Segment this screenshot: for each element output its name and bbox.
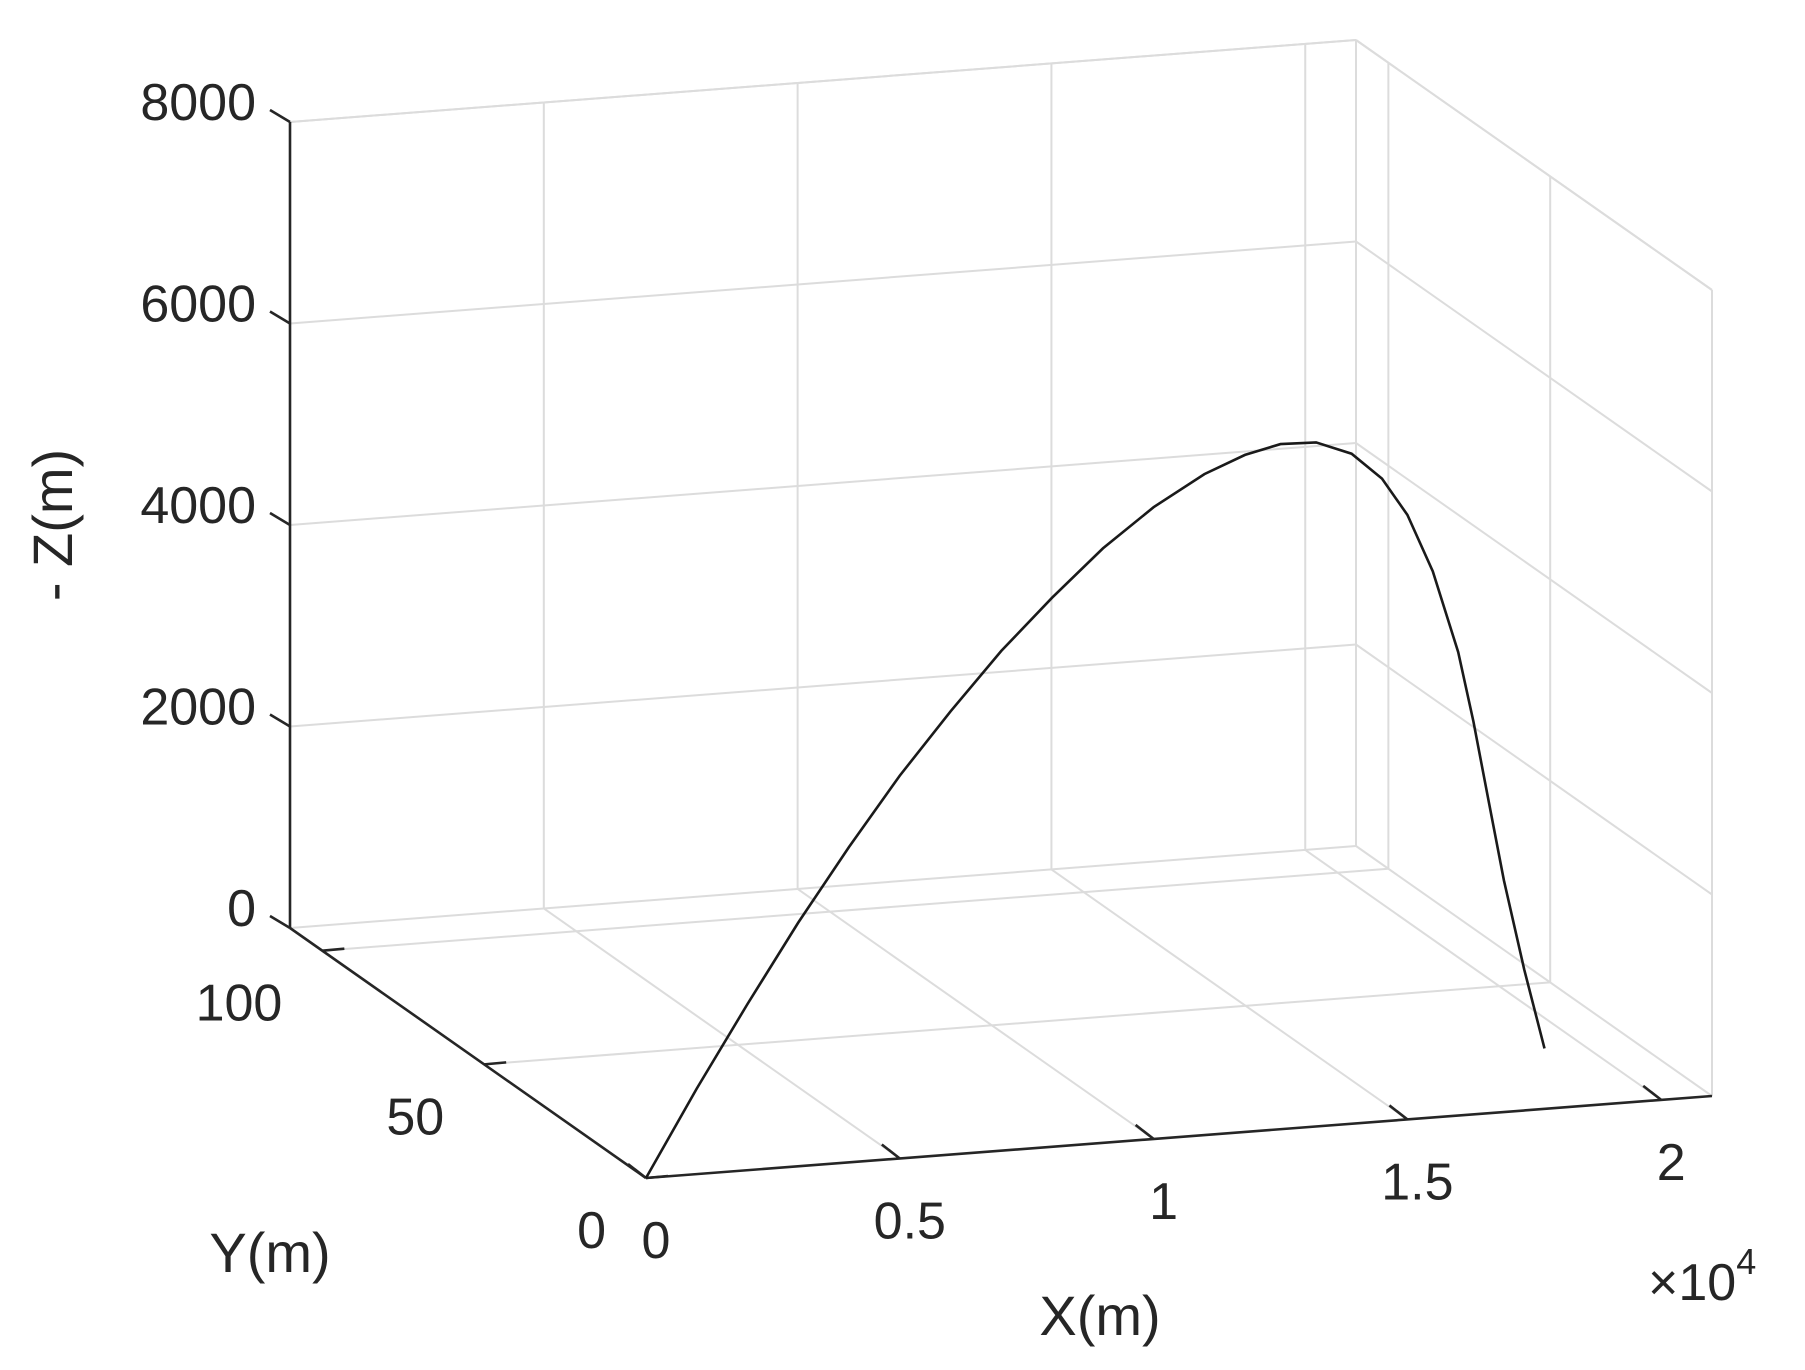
x-tick-label: 1.5 — [1381, 1153, 1453, 1211]
side-grid-z — [1355, 845, 1713, 1097]
back-grid-z — [289, 643, 1357, 728]
z-tick-mark — [269, 511, 291, 527]
grid-lines — [289, 39, 1713, 1179]
floor-grid-x — [543, 907, 901, 1160]
trajectory-line — [644, 441, 1546, 1179]
floor-grid-x — [797, 888, 1155, 1140]
x-tick-label: 0 — [642, 1212, 671, 1270]
x-tick-label: 1 — [1149, 1173, 1178, 1231]
x-tick-mark — [1388, 1104, 1409, 1121]
z-tick-label: 0 — [227, 880, 256, 938]
y-tick-mark — [322, 947, 345, 953]
x-tick-mark — [1134, 1123, 1155, 1140]
y-tick-mark — [484, 1061, 507, 1066]
floor-grid-x — [1050, 868, 1409, 1121]
x-axis-title: X(m) — [1039, 1284, 1160, 1347]
z-tick-mark — [269, 713, 291, 728]
y-tick-label: 50 — [386, 1088, 444, 1146]
floor-grid-y — [484, 981, 1551, 1066]
z-tick-label: 6000 — [140, 276, 256, 334]
box-edge — [1355, 39, 1713, 291]
x-tick-label: 2 — [1657, 1134, 1686, 1192]
x-tick-label: 0.5 — [874, 1192, 946, 1250]
z-tick-label: 4000 — [140, 477, 256, 535]
back-grid-z — [289, 442, 1357, 526]
side-grid-z — [1355, 240, 1713, 493]
box-edge — [289, 39, 1357, 123]
y-axis-title: Y(m) — [209, 1221, 330, 1284]
y-tick-label: 0 — [577, 1202, 606, 1260]
z-tick-mark — [269, 914, 291, 930]
z-tick-label: 8000 — [140, 74, 256, 132]
z-tick-mark — [269, 108, 291, 124]
floor-grid-y — [322, 867, 1389, 952]
x-tick-mark — [881, 1143, 901, 1160]
x-tick-mark — [1642, 1084, 1663, 1101]
side-grid-z — [1355, 442, 1713, 694]
trajectory-series — [644, 441, 1546, 1179]
x-exponent-label: ×104 — [1648, 1241, 1756, 1312]
x-axis-line — [645, 1094, 1713, 1180]
axes — [269, 108, 1713, 1180]
tick-labels: 0 0.5 1 1.5 2 0 50 100 0 2000 4000 6000 8000 — [140, 74, 1685, 1270]
floor-grid-x — [1304, 849, 1662, 1101]
x-tick-mark — [627, 1162, 647, 1180]
y-tick-label: 100 — [196, 975, 283, 1033]
y-axis-line — [289, 926, 647, 1180]
y-tick-mark — [645, 1174, 669, 1180]
z-tick-label: 2000 — [140, 679, 256, 737]
z-axis-title: - Z(m) — [21, 449, 84, 601]
side-grid-z — [1355, 643, 1713, 896]
z-tick-mark — [269, 310, 291, 325]
back-grid-z — [289, 240, 1357, 325]
